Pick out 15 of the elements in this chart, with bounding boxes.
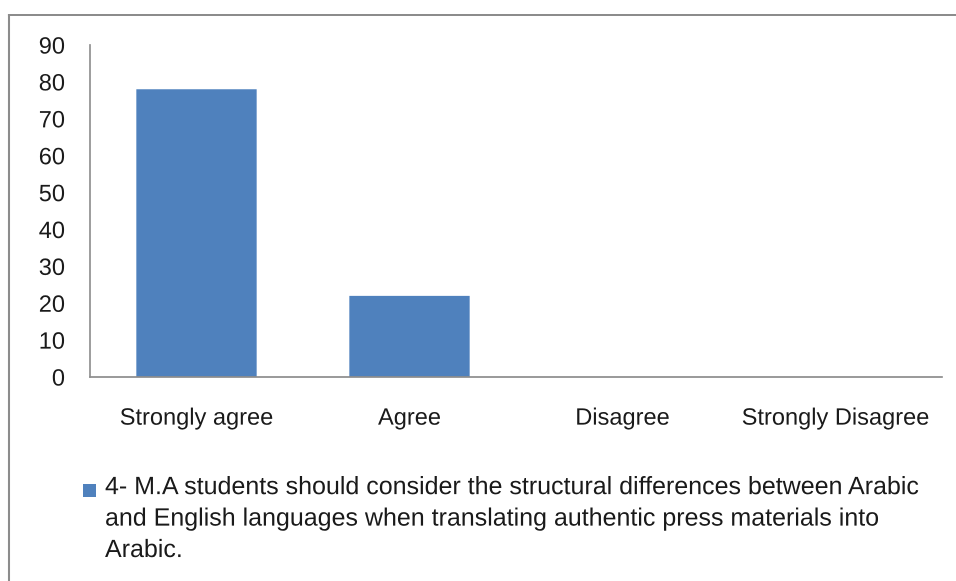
y-tick-label: 70 [40,110,64,128]
y-tick-label: 50 [40,184,64,202]
y-tick-label: 0 [52,369,64,386]
y-tick-label: 90 [40,37,64,54]
x-tick-label: Disagree [577,408,669,430]
y-tick-label: 40 [39,222,64,238]
y-tick-label: 10 [40,332,64,349]
y-tick-label: 20 [40,295,64,312]
x-tick-label: Strongly agree [120,408,272,430]
y-tick-label: 60 [40,148,64,164]
legend-label: 4- M.A students should consider the structural differences between Arabic and English languages when translating authentic press materials into Arabic. [105,476,918,558]
y-tick-label: 80 [40,74,64,91]
y-tick-label: 30 [40,258,64,276]
x-tick-label: Agree [378,408,440,430]
x-tick-label: Strongly Disagree [742,408,928,430]
